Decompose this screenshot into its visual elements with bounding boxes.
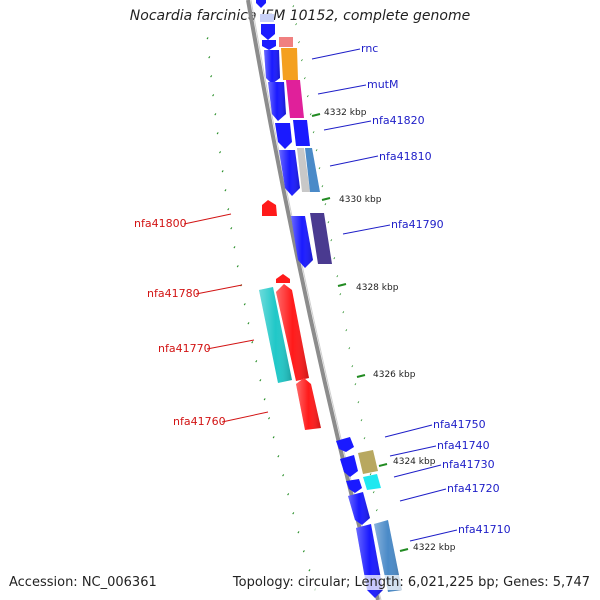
gene-label-nfa41750[interactable]: nfa41750	[433, 418, 486, 431]
gene-nfa41760[interactable]	[296, 378, 321, 430]
kbp-tick-4328: 4328 kbp	[337, 283, 399, 293]
kbp-label: 4332 kbp	[324, 108, 367, 118]
gc-dot	[277, 455, 280, 458]
genome-summary-label: Topology: circular; Length: 6,021,225 bp…	[232, 575, 590, 590]
gene-label-mutm[interactable]: mutM	[367, 78, 399, 91]
kbp-tick-4330: 4330 kbp	[321, 195, 382, 205]
forward-label-leaders	[311, 48, 458, 542]
gc-skew-track	[292, 5, 391, 584]
kbp-label: 4324 kbp	[393, 457, 436, 467]
gene-label-nfa41740[interactable]: nfa41740	[437, 439, 490, 452]
gene-nfa41720[interactable]	[348, 492, 370, 525]
gc-dot	[221, 170, 224, 173]
gene-label-nfa41770[interactable]: nfa41770	[158, 342, 211, 355]
gc-dot	[247, 322, 250, 325]
gc-dot	[263, 398, 266, 401]
reverse-label-leaders	[183, 213, 269, 423]
gc-dot	[233, 246, 236, 249]
accession-label: Accession: NC_006361	[9, 575, 157, 590]
gc-dot	[292, 512, 295, 515]
kbp-tick-4324: 4324 kbp	[378, 457, 436, 467]
kbp-tick-4322: 4322 kbp	[399, 543, 456, 553]
gene-nfa41750[interactable]	[336, 437, 354, 452]
gc-dot	[230, 227, 233, 230]
gene-nfa41820[interactable]	[268, 80, 304, 121]
gene-nfa41790[interactable]	[291, 213, 332, 268]
gc-dot	[212, 94, 215, 97]
gc-dot	[302, 550, 305, 553]
gc-dot	[268, 417, 271, 420]
gc-dot	[227, 208, 230, 211]
gene-nfa41810[interactable]	[279, 148, 320, 196]
gene-nfa41780[interactable]	[276, 274, 290, 283]
kbp-label: 4326 kbp	[373, 370, 416, 380]
gene-label-nfa41710[interactable]: nfa41710	[458, 523, 511, 536]
gc-dot	[224, 189, 227, 192]
genome-title: Nocardia farcinica IFM 10152, complete g…	[129, 8, 471, 24]
gc-dot	[251, 341, 254, 344]
partial-gene-top[interactable]	[256, 0, 275, 40]
gc-dot	[308, 569, 311, 572]
kbp-label: 4322 kbp	[413, 543, 456, 553]
gene-rnc[interactable]	[262, 37, 293, 50]
gc-dot	[210, 75, 213, 78]
gene-label-nfa41720[interactable]: nfa41720	[447, 482, 500, 495]
gene-nfa41740[interactable]	[340, 450, 378, 477]
gc-dot	[208, 56, 211, 59]
gc-dot	[206, 37, 209, 40]
gene-mutm[interactable]	[264, 48, 298, 84]
gene-label-nfa41800[interactable]: nfa41800	[134, 217, 187, 230]
gc-dot	[236, 265, 239, 268]
gene-label-nfa41820[interactable]: nfa41820	[372, 114, 425, 127]
gene-label-nfa41810[interactable]: nfa41810	[379, 150, 432, 163]
gc-dot	[219, 151, 222, 154]
gene-label-rnc[interactable]: rnc	[361, 42, 378, 55]
gc-content-track	[206, 37, 317, 591]
gene-nfa41800[interactable]	[262, 200, 277, 216]
gc-dot	[287, 493, 290, 496]
kbp-tick-4332: 4332 kbp	[311, 108, 367, 118]
gene-label-nfa41780[interactable]: nfa41780	[147, 287, 200, 300]
gene-nfa41770[interactable]	[259, 284, 309, 383]
gc-dot	[216, 132, 219, 135]
gc-dot	[255, 360, 258, 363]
gene-cluster-4332[interactable]	[275, 120, 310, 149]
kbp-label: 4330 kbp	[339, 195, 382, 205]
gene-label-nfa41790[interactable]: nfa41790	[391, 218, 444, 231]
gene-label-nfa41760[interactable]: nfa41760	[173, 415, 226, 428]
gc-dot	[259, 379, 262, 382]
gc-dot	[297, 531, 300, 534]
kbp-tick-4326: 4326 kbp	[356, 370, 416, 380]
gene-nfa41730[interactable]	[346, 474, 381, 493]
gc-dot	[272, 436, 275, 439]
kbp-label: 4328 kbp	[356, 283, 399, 293]
gc-dot	[243, 303, 246, 306]
gene-label-nfa41730[interactable]: nfa41730	[442, 458, 495, 471]
gc-dot	[214, 113, 217, 116]
gc-dot	[282, 474, 285, 477]
